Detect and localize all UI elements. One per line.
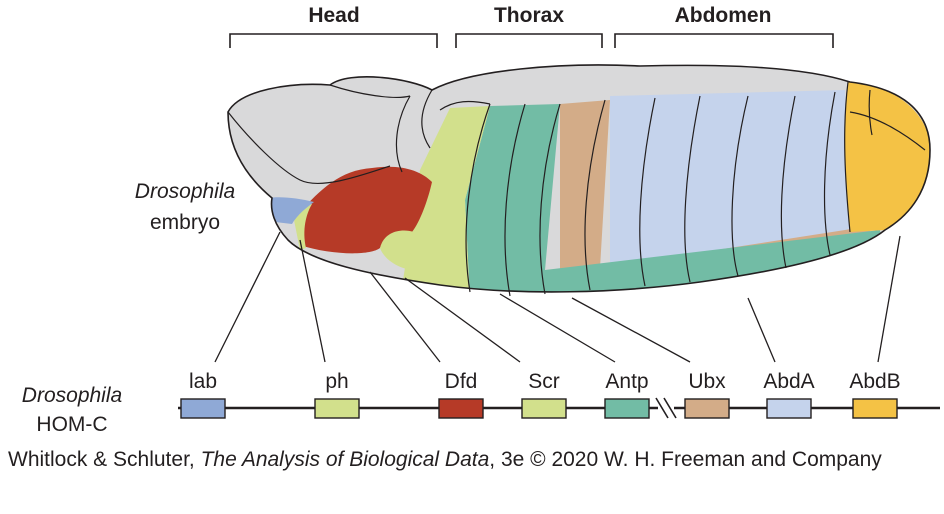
credit-rest: , 3e © 2020 W. H. Freeman and Company: [489, 448, 882, 471]
connector-lab: [214, 231, 281, 363]
embryo-label-stage: embryo: [150, 211, 220, 234]
gene-label-ph: ph: [325, 370, 348, 393]
region-label-abdomen: Abdomen: [675, 4, 772, 27]
complex-label-name: HOM-C: [36, 413, 107, 436]
connector-ph: [299, 239, 326, 363]
connector-lines: [214, 231, 901, 363]
gene-label-lab: lab: [189, 370, 217, 393]
connector-scr: [404, 277, 521, 363]
abda-domain: [610, 90, 850, 270]
connector-dfd: [369, 271, 441, 363]
gene-box-dfd: [438, 398, 484, 419]
gene-boxes: lab ph Dfd Scr Antp Ubx AbdA AbdB: [180, 370, 901, 419]
credit-book-title: The Analysis of Biological Data: [200, 448, 490, 471]
region-label-thorax: Thorax: [494, 4, 564, 27]
gene-box-lab: [180, 398, 226, 419]
embryo-outline: [227, 64, 931, 293]
thorax-bracket: [455, 33, 603, 48]
embryo-segment-lines: [227, 81, 926, 297]
gene-box-scr: [521, 398, 567, 419]
credit-authors: Whitlock & Schluter,: [8, 448, 201, 471]
gene-box-ph: [314, 398, 360, 419]
gene-label-dfd: Dfd: [445, 370, 478, 393]
connector-antp: [499, 293, 616, 363]
gene-label-antp: Antp: [605, 370, 648, 393]
chromosome-break-2: [663, 397, 677, 419]
connector-abdb: [877, 235, 901, 363]
abdb-domain: [844, 82, 930, 232]
gene-label-abdb: AbdB: [849, 370, 900, 393]
gene-box-antp: [604, 398, 650, 419]
embryo: [227, 64, 931, 297]
gene-label-scr: Scr: [528, 370, 560, 393]
connector-abda: [747, 297, 776, 363]
gene-label-abda: AbdA: [763, 370, 814, 393]
chromosome-break-1: [655, 397, 669, 419]
gene-box-abda: [766, 398, 812, 419]
abdomen-bracket: [614, 33, 834, 48]
head-bracket: [229, 33, 438, 48]
region-brackets: [229, 33, 834, 48]
ph-domain-2: [380, 230, 423, 271]
region-label-head: Head: [308, 4, 359, 27]
scr-domain: [400, 106, 490, 292]
connector-ubx: [571, 297, 691, 363]
complex-label-species: Drosophila: [22, 384, 122, 407]
gene-box-ubx: [684, 398, 730, 419]
figure-credit: Whitlock & Schluter, The Analysis of Bio…: [8, 446, 888, 474]
lab-domain: [268, 197, 314, 224]
gene-box-abdb: [852, 398, 898, 419]
embryo-label-species: Drosophila: [135, 180, 235, 203]
gene-label-ubx: Ubx: [688, 370, 726, 393]
